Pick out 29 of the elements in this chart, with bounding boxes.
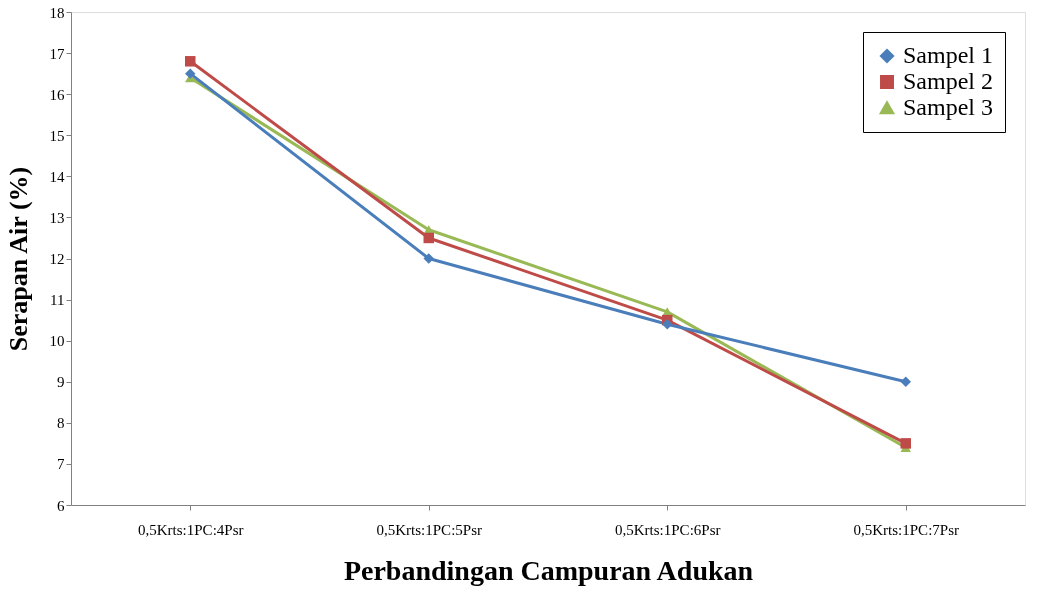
y-tick-label: 12 [49, 251, 65, 267]
y-tick-label: 8 [57, 415, 65, 432]
point [900, 376, 911, 387]
point [423, 253, 434, 264]
y-tick-label: 6 [57, 497, 65, 514]
y-axis-title: Serapan Air (%) [3, 166, 33, 352]
y-tick-label: 15 [49, 127, 65, 144]
x-axis-title: Perbandingan Campuran Adukan [343, 554, 754, 586]
x-tick-label: 0,5Krts:1PC:4Psr [138, 521, 244, 538]
point [423, 232, 434, 244]
x-tick-label: 0,5Krts:1PC:6Psr [615, 521, 721, 538]
point [185, 68, 196, 79]
y-tick-label: 18 [49, 4, 65, 21]
legend-label: Sampel 3 [903, 94, 993, 120]
y-tick-label: 17 [49, 45, 65, 62]
y-tick-label: 7 [57, 456, 65, 473]
point [662, 318, 673, 330]
y-tick-label: 11 [50, 292, 65, 309]
y-tick-label: 10 [49, 333, 65, 350]
y-tick-label: 13 [49, 209, 65, 226]
x-tick-label: 0,5Krts:1PC:5Psr [376, 521, 482, 538]
y-tick-label: 9 [57, 374, 65, 391]
point [900, 438, 911, 449]
point [185, 56, 196, 67]
y-tick-label: 16 [49, 86, 65, 103]
legend-label: Sampel 2 [903, 68, 993, 94]
x-tick-label: 0,5Krts:1PC:7Psr [853, 521, 959, 538]
y-tick-label: 14 [49, 168, 65, 185]
legend-label: Sampel 1 [903, 42, 993, 68]
